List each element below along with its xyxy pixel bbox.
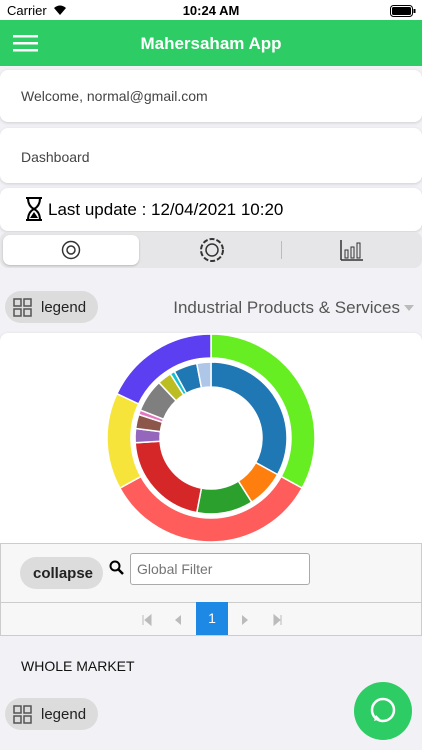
table-panel: collapse 1 bbox=[0, 543, 422, 636]
app-title: Mahersaham App bbox=[140, 34, 282, 53]
app-header: Mahersaham App bbox=[0, 20, 422, 66]
donut-segment[interactable] bbox=[115, 333, 212, 405]
menu-button[interactable] bbox=[13, 35, 38, 52]
dashboard-card[interactable]: Dashboard bbox=[0, 128, 422, 183]
welcome-card: Welcome, normal@gmail.com bbox=[0, 70, 422, 122]
aperture-icon bbox=[61, 240, 81, 260]
donut-chart bbox=[106, 333, 316, 543]
page-current[interactable]: 1 bbox=[196, 602, 228, 635]
legend-label: legend bbox=[41, 299, 87, 316]
pager-arrows bbox=[142, 613, 282, 627]
legend-button-2[interactable]: legend bbox=[5, 698, 98, 730]
view-tabs bbox=[0, 232, 422, 268]
dashboard-text: Dashboard bbox=[21, 149, 90, 165]
wifi-icon bbox=[54, 5, 66, 15]
dropdown-caret bbox=[404, 305, 414, 311]
legend-button[interactable]: legend bbox=[5, 291, 98, 323]
whatsapp-button[interactable] bbox=[353, 681, 413, 741]
hourglass-icon bbox=[26, 197, 42, 221]
collapse-label: collapse bbox=[33, 565, 94, 582]
donut-segment[interactable] bbox=[195, 361, 212, 389]
legend-label: legend bbox=[41, 706, 87, 723]
chart-card bbox=[0, 333, 422, 543]
carrier: Carrier bbox=[7, 3, 47, 18]
section-title: WHOLE MARKET bbox=[21, 658, 135, 674]
tab-donut[interactable] bbox=[3, 235, 139, 265]
battery-icon bbox=[390, 5, 416, 17]
grid-icon bbox=[13, 298, 32, 317]
collapse-button[interactable]: collapse bbox=[20, 557, 103, 589]
clock: 10:24 AM bbox=[182, 3, 240, 18]
search-icon bbox=[109, 560, 124, 575]
tab-sunburst[interactable] bbox=[199, 237, 225, 263]
status-bar: Carrier 10:24 AM bbox=[0, 0, 422, 20]
grid-icon bbox=[13, 705, 32, 724]
last-update: Last update : 12/04/2021 10:20 bbox=[48, 200, 284, 219]
global-filter[interactable] bbox=[130, 553, 310, 585]
update-card: Last update : 12/04/2021 10:20 bbox=[0, 188, 422, 231]
welcome-text: Welcome, normal@gmail.com bbox=[21, 88, 208, 104]
sector-select[interactable]: Industrial Products & Services bbox=[173, 298, 400, 317]
tab-divider bbox=[281, 241, 282, 259]
tab-bars[interactable] bbox=[340, 239, 364, 261]
